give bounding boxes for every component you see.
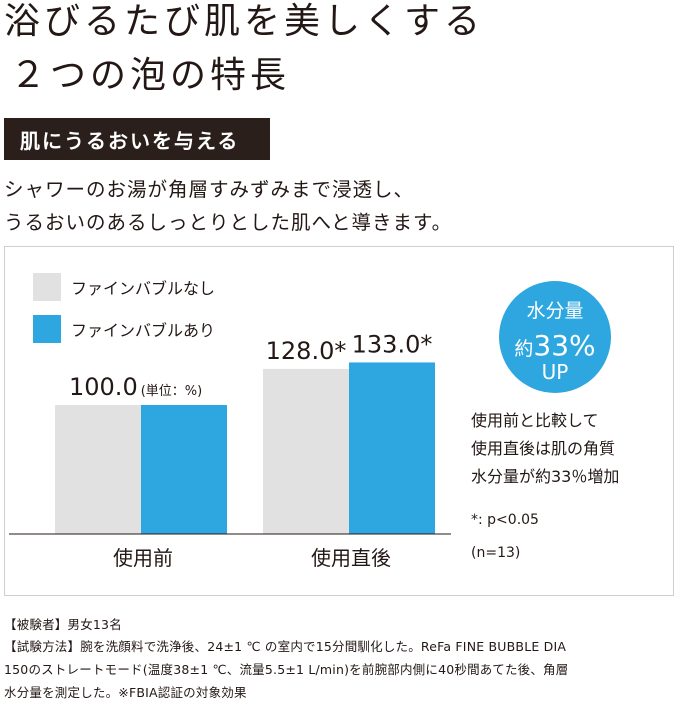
bars-group: 128.0* 133.0* 100.0 (単位：%) (55, 330, 435, 534)
legend-swatch-with-bubble (33, 315, 61, 343)
page-title-line-1: 浴びるたび肌を美しくする (4, 1, 485, 42)
summary-line-1: 使用前と比較して (471, 411, 599, 430)
significance-note: *: p<0.05 (471, 512, 539, 528)
bar-before-with-bubble (141, 405, 227, 534)
summary-line-2: 使用直後は肌の角質 (471, 439, 615, 458)
bar-value-label-after-with-bubble: 133.0* (352, 330, 433, 358)
legend-label-with-bubble: ファインバブルあり (71, 321, 215, 340)
bar-value-before: 100.0 (69, 373, 138, 401)
callout-circle (499, 281, 611, 393)
summary-line-3: 水分量が約33％増加 (471, 467, 619, 486)
bar-after-without-bubble (263, 368, 349, 534)
footnote-subjects: 【被験者】男女13名 (4, 617, 122, 632)
page-title-line-2: ２つの泡の特長 (10, 55, 291, 96)
category-label-before: 使用前 (113, 546, 173, 570)
legend-swatch-without-bubble (33, 273, 61, 301)
legend-label-without-bubble: ファインバブルなし (71, 279, 215, 298)
section-badge: 肌にうるおいを与える (4, 118, 270, 160)
footnote-method-line-2: 150のストレートモード(温度38±1 ℃、流量5.5±1 L/min)を前腕部… (4, 662, 569, 677)
chart-panel: ファインバブルなし ファインバブルあり 128.0* 133.0* 100.0 (単位… (4, 246, 674, 596)
callout-line-3: UP (542, 360, 569, 384)
bar-after-with-bubble (349, 362, 435, 534)
lead-text-line-1: シャワーのお湯が角層すみずみまで浸透し、 (4, 178, 415, 201)
sample-size-note: (n=13) (471, 545, 520, 561)
bar-chart: ファインバブルなし ファインバブルあり 128.0* 133.0* 100.0 (単位… (9, 273, 619, 570)
category-label-after: 使用直後 (311, 546, 391, 570)
callout-line-1: 水分量 (526, 300, 583, 322)
bar-value-label-after-without-bubble: 128.0* (266, 337, 347, 365)
lead-text-line-2: うるおいのあるしっとりとした肌へと導きます。 (4, 211, 453, 234)
footnote-method-line-1: 【試験方法】腕を洗顔料で洗浄後、24±1 ℃ の室内で15分間馴化した。ReFa… (4, 639, 567, 654)
bar-before-without-bubble (55, 405, 141, 534)
callout-line-2: 約33% (514, 329, 595, 362)
footnote-method-line-3: 水分量を測定した。※FBIA認証の対象効果 (4, 685, 247, 700)
callout-prefix: 約 (514, 338, 533, 360)
unit-note: (単位：%) (141, 383, 203, 399)
bar-value-label-before-shared: 100.0 (単位：%) (69, 373, 202, 401)
callout-value: 33% (533, 329, 595, 362)
